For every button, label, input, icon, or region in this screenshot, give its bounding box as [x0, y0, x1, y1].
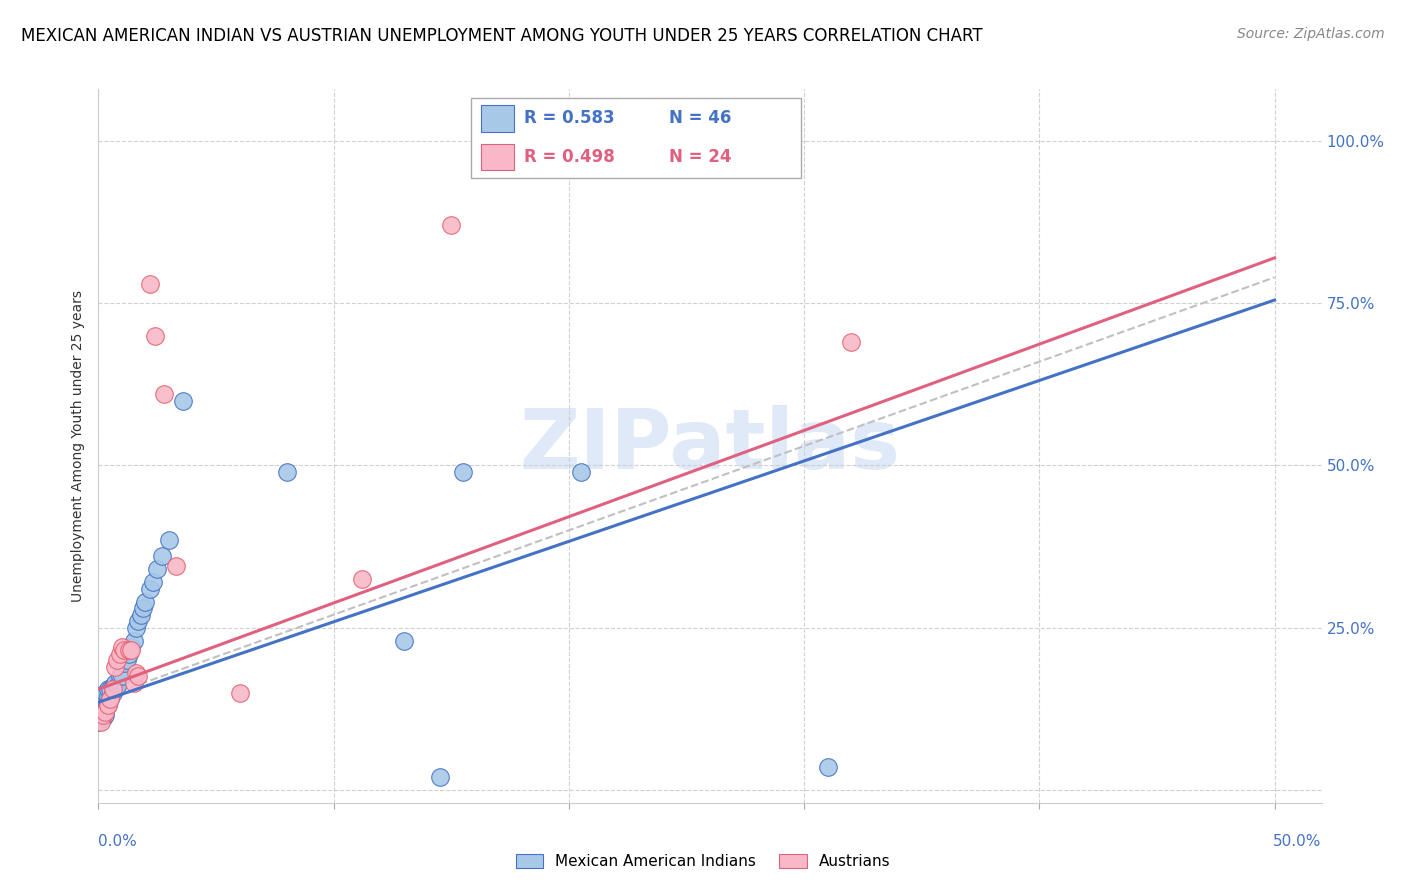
Y-axis label: Unemployment Among Youth under 25 years: Unemployment Among Youth under 25 years [72, 290, 86, 602]
Point [134, 595, 156, 609]
Point [104, 682, 127, 697]
Point [104, 659, 127, 673]
Point [150, 549, 173, 564]
Point [91, 698, 114, 713]
Point [94, 708, 117, 723]
Text: 0.0%: 0.0% [98, 834, 138, 849]
Bar [481, 144, 515, 170]
Point [122, 675, 145, 690]
Point [105, 679, 128, 693]
Text: MEXICAN AMERICAN INDIAN VS AUSTRIAN UNEMPLOYMENT AMONG YOUTH UNDER 25 YEARS CORR: MEXICAN AMERICAN INDIAN VS AUSTRIAN UNEM… [21, 27, 983, 45]
Point [276, 465, 298, 479]
Point [108, 669, 131, 683]
Point [98, 692, 121, 706]
Point [127, 669, 149, 683]
Text: ZIPatlas: ZIPatlas [520, 406, 900, 486]
Point [143, 328, 166, 343]
Point [111, 640, 134, 654]
Point [97, 698, 120, 713]
Point [125, 666, 148, 681]
Point [146, 562, 169, 576]
Point [112, 657, 135, 671]
Point [139, 582, 162, 596]
Point [91, 711, 114, 725]
Point [90, 698, 112, 713]
Point [127, 614, 149, 628]
Point [228, 685, 250, 699]
Point [120, 643, 142, 657]
Point [94, 705, 117, 719]
Point [112, 643, 135, 657]
Point [115, 653, 138, 667]
Point [104, 675, 127, 690]
Point [101, 682, 124, 697]
Point [429, 770, 451, 784]
Point [87, 714, 110, 729]
Point [94, 685, 117, 699]
Point [98, 682, 121, 697]
Bar [481, 105, 515, 132]
Point [91, 705, 114, 719]
Point [97, 682, 120, 697]
Point [165, 559, 187, 574]
Point [98, 692, 121, 706]
Point [111, 669, 134, 683]
Text: R = 0.498: R = 0.498 [524, 148, 614, 166]
Point [91, 708, 114, 723]
Text: N = 46: N = 46 [669, 109, 731, 128]
Point [101, 685, 124, 699]
Point [97, 698, 120, 713]
Point [451, 465, 474, 479]
Point [817, 760, 839, 774]
Point [118, 643, 141, 657]
Point [120, 640, 142, 654]
Point [101, 679, 124, 693]
Point [350, 572, 373, 586]
Point [97, 689, 120, 703]
Point [108, 647, 131, 661]
Point [90, 708, 112, 723]
Point [90, 702, 112, 716]
Point [132, 601, 155, 615]
Point [129, 607, 152, 622]
Point [153, 387, 176, 401]
Point [139, 277, 162, 291]
Point [90, 714, 112, 729]
Text: N = 24: N = 24 [669, 148, 731, 166]
Point [172, 393, 194, 408]
Point [125, 621, 148, 635]
Point [569, 465, 592, 479]
Text: 50.0%: 50.0% [1274, 834, 1322, 849]
Point [157, 533, 180, 547]
Legend: Mexican American Indians, Austrians: Mexican American Indians, Austrians [509, 848, 897, 875]
Text: Source: ZipAtlas.com: Source: ZipAtlas.com [1237, 27, 1385, 41]
Point [94, 702, 117, 716]
Point [91, 692, 114, 706]
FancyBboxPatch shape [471, 98, 801, 178]
Point [105, 653, 128, 667]
Point [94, 692, 117, 706]
Point [440, 219, 463, 233]
Point [141, 575, 163, 590]
Point [839, 335, 862, 350]
Point [118, 647, 141, 661]
Point [122, 633, 145, 648]
Text: R = 0.583: R = 0.583 [524, 109, 614, 128]
Point [392, 633, 416, 648]
